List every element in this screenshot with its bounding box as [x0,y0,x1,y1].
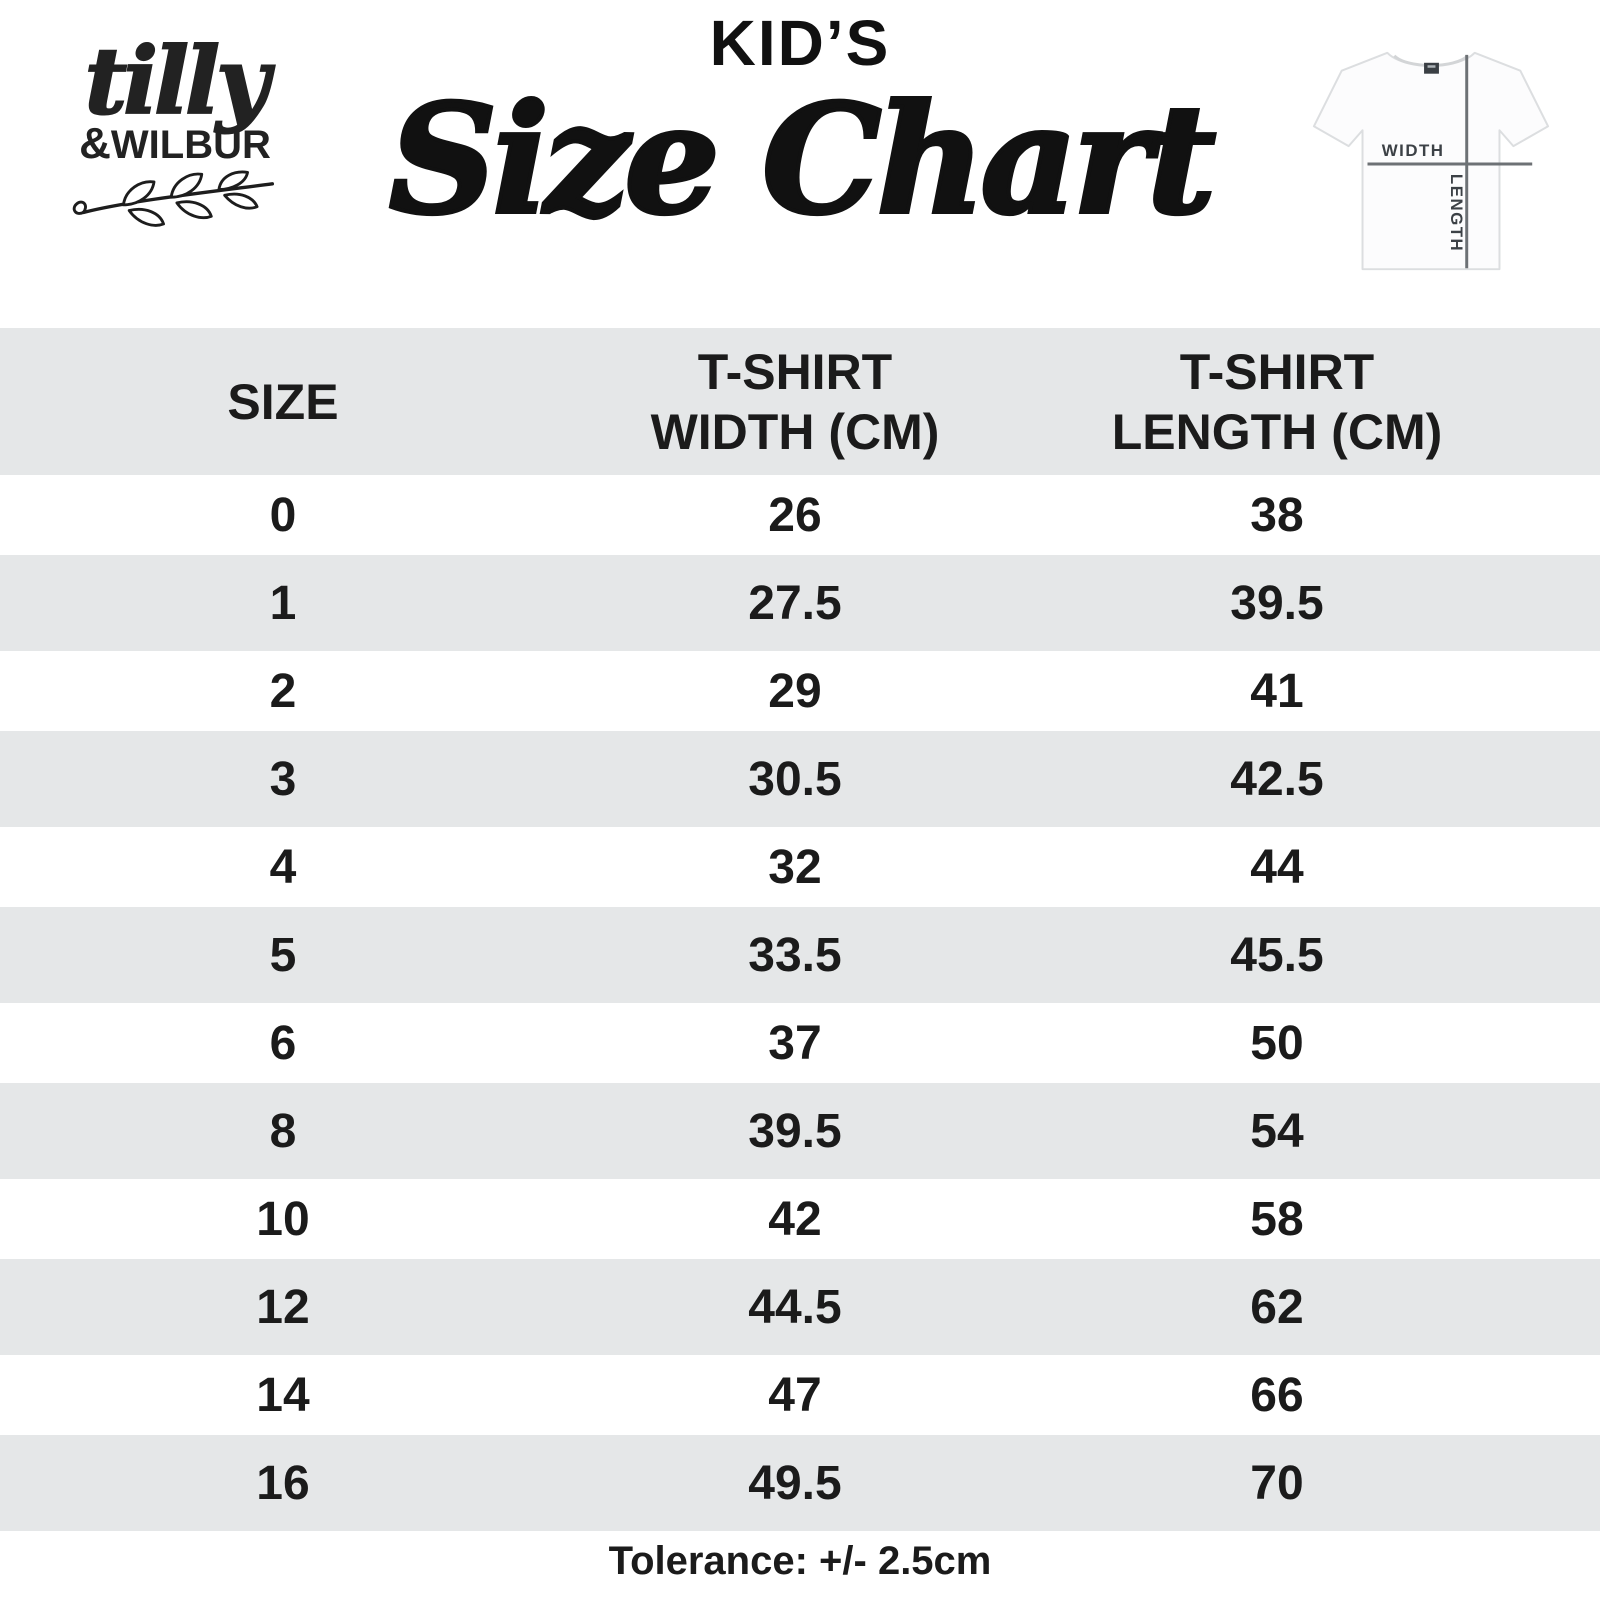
tee-width-label: WIDTH [1382,141,1445,160]
size-chart-table: SIZE T-SHIRT WIDTH (CM) T-SHIRT LENGTH (… [0,328,1600,1531]
cell-length: 42.5 [1230,752,1324,806]
header-size-line1: SIZE [227,373,339,430]
cell-length: 41 [1250,664,1304,718]
cell-size: 12 [256,1280,310,1334]
table-row: 14 47 66 [0,1355,1600,1435]
table-row: 16 49.5 70 [0,1435,1600,1531]
tolerance-note: Tolerance: +/- 2.5cm [608,1539,992,1583]
table-row: 10 42 58 [0,1179,1600,1259]
tshirt-body [1312,51,1550,271]
table-row: 4 32 44 [0,827,1600,907]
laurel-branch-icon [55,170,295,237]
header-cell-size: SIZE [0,328,566,475]
cell-width: 27.5 [748,576,842,630]
table-row: 5 33.5 45.5 [0,907,1600,1003]
cell-width: 26 [768,488,822,542]
cell-length: 45.5 [1230,928,1324,982]
cell-size: 1 [269,576,297,630]
brand-name-script: tilly [84,27,271,135]
tee-length-label: LENGTH [1447,174,1466,252]
header-cell-width: T-SHIRT WIDTH (CM) [566,328,1024,475]
cell-size: 6 [269,1016,297,1070]
cell-width: 32 [768,840,822,894]
cell-length: 54 [1250,1104,1304,1158]
ampersand: & [79,119,111,169]
cell-width: 47 [768,1368,822,1422]
cell-length: 44 [1250,840,1304,894]
tshirt-measurement-diagram: WIDTH LENGTH [1302,36,1560,296]
cell-width: 44.5 [748,1280,842,1334]
size-table-body: 0 26 38 1 27.5 39.5 2 29 41 3 30.5 42.5 4 32 44 5 33.5 45… [0,475,1600,1531]
page-header: tilly &WILBUR KID’S Size Chart [0,0,1600,328]
cell-size: 10 [256,1192,310,1246]
cell-size: 0 [269,488,297,542]
cell-size: 2 [269,664,297,718]
cell-length: 58 [1250,1192,1304,1246]
cell-length: 66 [1250,1368,1304,1422]
header-length-line1: T-SHIRT [1179,343,1375,400]
header-width-line1: T-SHIRT [697,343,893,400]
cell-width: 30.5 [748,752,842,806]
table-row: 1 27.5 39.5 [0,555,1600,651]
cell-width: 37 [768,1016,822,1070]
cell-size: 16 [256,1456,310,1510]
cell-width: 42 [768,1192,822,1246]
cell-width: 39.5 [748,1104,842,1158]
header-cell-length: T-SHIRT LENGTH (CM) [1024,328,1530,475]
brand-logo: tilly &WILBUR [55,27,295,237]
cell-size: 8 [269,1104,297,1158]
cell-width: 49.5 [748,1456,842,1510]
header-width-line2: WIDTH (CM) [650,403,940,460]
table-row: 2 29 41 [0,651,1600,731]
title-kicker: KID’S [709,7,891,79]
cell-size: 5 [269,928,297,982]
cell-length: 50 [1250,1016,1304,1070]
header-length-line2: LENGTH (CM) [1111,403,1443,460]
page-title: Size Chart [387,72,1218,248]
cell-length: 62 [1250,1280,1304,1334]
page-title-block: KID’S Size Chart [0,6,1600,240]
table-row: 12 44.5 62 [0,1259,1600,1355]
table-row: 6 37 50 [0,1003,1600,1083]
table-header-row: SIZE T-SHIRT WIDTH (CM) T-SHIRT LENGTH (… [0,328,1600,475]
table-row: 3 30.5 42.5 [0,731,1600,827]
cell-length: 70 [1250,1456,1304,1510]
table-row: 0 26 38 [0,475,1600,555]
cell-length: 38 [1250,488,1304,542]
cell-size: 14 [256,1368,310,1422]
neck-label [1424,62,1439,74]
cell-size: 4 [269,840,297,894]
brand-name-caps: &WILBUR [55,122,295,166]
cell-width: 33.5 [748,928,842,982]
cell-width: 29 [768,664,822,718]
brand-caps-text: WILBUR [110,123,271,168]
table-row: 8 39.5 54 [0,1083,1600,1179]
cell-size: 3 [269,752,297,806]
neck-label-mark [1427,65,1436,68]
cell-length: 39.5 [1230,576,1324,630]
